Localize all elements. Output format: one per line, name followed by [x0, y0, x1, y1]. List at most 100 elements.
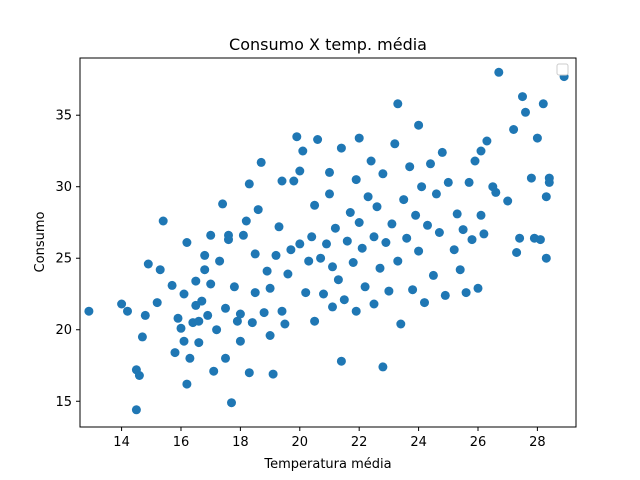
- data-point-49: [247, 318, 257, 328]
- data-point-16: [179, 336, 189, 346]
- data-point-131: [452, 209, 462, 219]
- data-point-62: [277, 306, 287, 316]
- data-point-28: [200, 265, 210, 275]
- data-point-155: [535, 235, 545, 245]
- data-point-41: [229, 282, 239, 292]
- data-point-149: [515, 233, 525, 243]
- data-point-35: [218, 199, 228, 209]
- data-point-3: [131, 405, 141, 415]
- data-point-89: [342, 236, 352, 246]
- data-point-77: [316, 253, 326, 263]
- data-point-141: [479, 229, 489, 239]
- data-point-46: [241, 216, 251, 226]
- data-point-59: [271, 250, 281, 260]
- plot-frame: [79, 57, 577, 428]
- data-point-33: [212, 325, 222, 335]
- data-point-137: [470, 156, 480, 166]
- data-point-45: [238, 230, 248, 240]
- data-point-23: [191, 276, 201, 286]
- data-point-6: [137, 332, 147, 342]
- y-tick-label: 25: [55, 252, 72, 267]
- data-point-18: [182, 238, 192, 247]
- data-point-106: [381, 238, 391, 247]
- data-point-118: [414, 120, 424, 130]
- data-point-90: [345, 208, 355, 217]
- data-point-109: [390, 139, 400, 149]
- data-point-117: [411, 210, 421, 220]
- data-point-120: [417, 182, 427, 192]
- data-point-71: [301, 288, 311, 298]
- data-point-1: [117, 299, 127, 309]
- x-tick-label: 28: [529, 435, 546, 450]
- data-point-55: [262, 266, 272, 276]
- data-point-88: [339, 295, 349, 305]
- data-point-61: [277, 176, 287, 186]
- data-point-57: [265, 283, 275, 293]
- data-point-30: [206, 279, 216, 289]
- data-point-9: [152, 298, 162, 308]
- data-point-115: [405, 162, 415, 172]
- data-point-56: [265, 331, 275, 340]
- x-tick-label: 14: [113, 435, 130, 450]
- data-point-48: [244, 179, 254, 189]
- data-point-12: [167, 280, 177, 290]
- data-point-24: [194, 338, 204, 348]
- data-point-51: [250, 249, 260, 259]
- data-point-39: [224, 235, 233, 245]
- data-point-75: [310, 316, 320, 326]
- data-point-82: [328, 262, 337, 272]
- legend-box: [556, 63, 569, 76]
- data-point-40: [227, 398, 236, 408]
- data-point-64: [283, 269, 293, 279]
- data-point-81: [325, 167, 334, 177]
- data-point-14: [173, 313, 183, 323]
- data-point-125: [431, 189, 441, 199]
- data-point-31: [206, 230, 216, 240]
- data-point-53: [256, 157, 266, 167]
- data-point-136: [467, 235, 477, 245]
- data-point-114: [402, 233, 412, 243]
- data-point-144: [491, 187, 501, 197]
- data-point-80: [325, 189, 334, 199]
- y-tick-label: 15: [55, 395, 72, 410]
- data-point-42: [232, 316, 242, 326]
- data-point-78: [319, 289, 328, 299]
- data-point-86: [336, 143, 346, 153]
- data-point-95: [354, 133, 364, 143]
- data-point-5: [134, 371, 144, 380]
- data-point-105: [378, 362, 388, 372]
- x-tick-label: 24: [410, 435, 427, 450]
- data-point-133: [458, 225, 468, 235]
- data-point-8: [143, 259, 153, 269]
- data-point-138: [473, 283, 483, 293]
- data-point-13: [170, 348, 180, 358]
- data-point-140: [476, 146, 486, 156]
- data-point-110: [393, 99, 403, 109]
- data-point-160: [544, 177, 554, 187]
- data-point-108: [387, 219, 397, 229]
- data-point-101: [369, 299, 379, 309]
- data-point-67: [292, 132, 302, 142]
- data-point-124: [428, 270, 438, 280]
- data-point-25: [194, 316, 204, 326]
- data-point-122: [423, 220, 432, 230]
- x-axis-label: Temperatura média: [263, 457, 391, 472]
- y-tick-label: 35: [55, 109, 72, 124]
- data-point-85: [333, 275, 343, 285]
- data-point-43: [235, 336, 245, 346]
- data-point-63: [280, 319, 290, 329]
- data-point-139: [476, 210, 486, 220]
- data-point-107: [384, 286, 394, 296]
- data-point-83: [328, 302, 337, 312]
- data-point-104: [378, 169, 388, 179]
- data-point-152: [526, 173, 536, 183]
- data-point-99: [366, 156, 376, 166]
- data-point-2: [123, 306, 132, 316]
- y-tick-label: 30: [55, 180, 72, 195]
- data-point-65: [286, 245, 296, 255]
- x-axis-ticks: 14 16 18 20 22 24 26 28: [113, 427, 546, 450]
- data-point-72: [304, 256, 314, 266]
- data-point-10: [155, 265, 165, 275]
- x-tick-label: 22: [351, 435, 368, 450]
